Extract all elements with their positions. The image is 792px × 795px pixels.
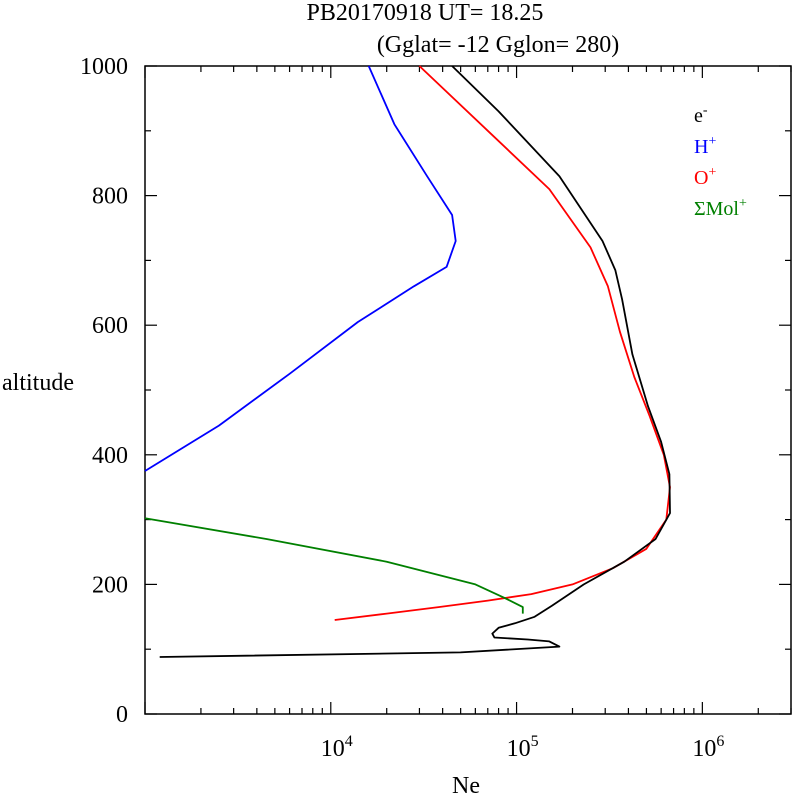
series-line-e <box>159 65 671 658</box>
series-line-o <box>334 65 671 621</box>
chart-title-line2: (Gglat= -12 Gglon= 280) <box>377 32 619 58</box>
x-tick-label: 104 <box>321 733 353 762</box>
legend-entry: e- <box>694 103 708 127</box>
legend-entry: ΣMol+ <box>694 196 747 220</box>
y-tick-label: 400 <box>92 443 128 469</box>
y-axis-label: altitude <box>2 370 74 396</box>
y-tick-label: 1000 <box>80 54 128 80</box>
legend-entry: H+ <box>694 134 716 158</box>
y-tick-label: 600 <box>92 313 128 339</box>
chart-title-line1: PB20170918 UT= 18.25 <box>307 0 544 26</box>
axis-ticks <box>144 65 792 715</box>
series-line-h <box>144 65 457 472</box>
y-tick-label: 800 <box>92 184 128 210</box>
legend: e- H+ O+ ΣMol+ <box>694 103 747 220</box>
series-line-mol <box>144 517 524 614</box>
data-series <box>144 65 671 658</box>
x-tick-label: 105 <box>507 733 539 762</box>
y-tick-label: 200 <box>92 572 128 598</box>
y-tick-labels: 0 200 400 600 800 1000 <box>80 54 128 728</box>
x-axis-label: Ne <box>452 773 480 795</box>
x-tick-labels: 104 105 106 <box>321 733 725 762</box>
plot-frame <box>144 65 792 715</box>
legend-entry: O+ <box>694 165 716 189</box>
x-tick-label: 106 <box>692 733 724 762</box>
y-tick-label: 0 <box>116 702 128 728</box>
